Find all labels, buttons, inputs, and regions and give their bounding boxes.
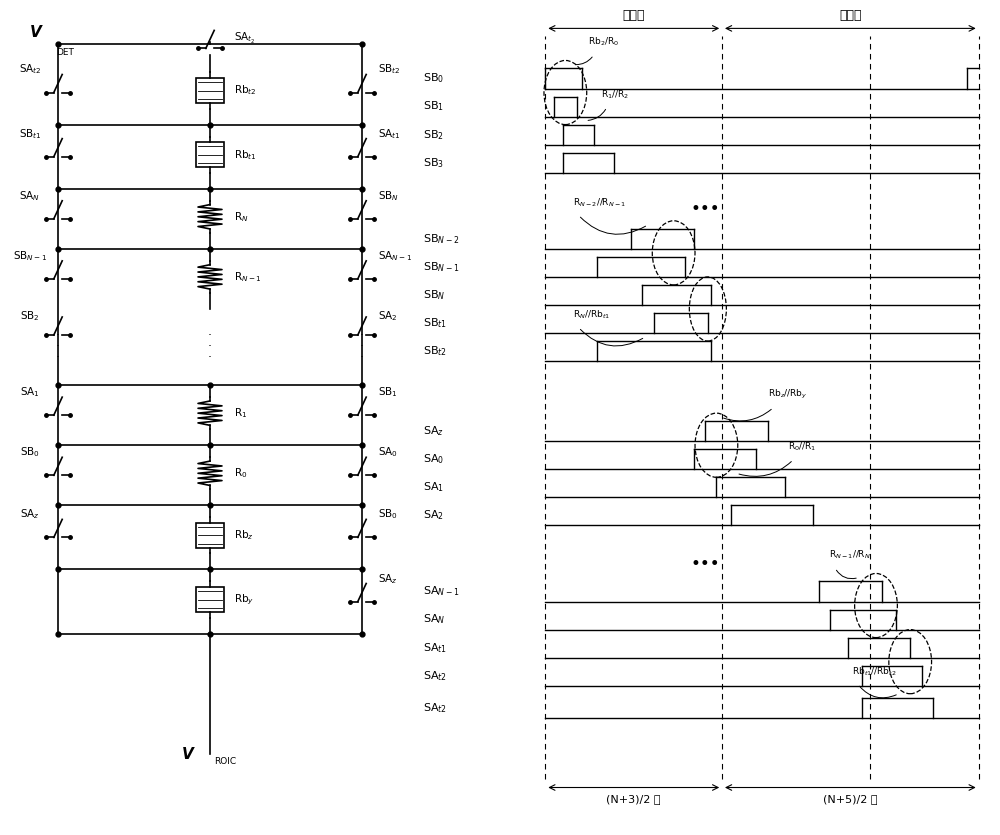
Text: SB$_2$: SB$_2$: [423, 128, 444, 141]
Text: SB$_0$: SB$_0$: [423, 72, 444, 85]
Text: ·
·
·: · · ·: [360, 330, 364, 365]
Text: SB$_3$: SB$_3$: [423, 156, 444, 170]
Text: R$_{N-2}$//R$_{N-1}$: R$_{N-2}$//R$_{N-1}$: [573, 196, 626, 209]
Bar: [196, 523, 224, 548]
Text: 前半帧: 前半帧: [622, 9, 645, 22]
Text: SA$_z$: SA$_z$: [378, 572, 398, 585]
Text: SB$_0$: SB$_0$: [20, 445, 40, 459]
Text: ·
·
·: · · ·: [208, 330, 212, 365]
Text: SA$_{t2}$: SA$_{t2}$: [423, 669, 447, 682]
Text: •••: •••: [690, 200, 720, 218]
Text: R$_0$: R$_0$: [234, 467, 247, 480]
Text: SA$_z$: SA$_z$: [423, 424, 444, 438]
Text: Rb$_{t2}$: Rb$_{t2}$: [234, 84, 257, 98]
Text: SB$_{t1}$: SB$_{t1}$: [19, 127, 41, 140]
Text: SB$_0$: SB$_0$: [378, 508, 398, 521]
Text: (N+5)/2 行: (N+5)/2 行: [823, 794, 878, 804]
Text: SB$_1$: SB$_1$: [423, 99, 444, 114]
Bar: [196, 78, 224, 104]
Text: SA$_{N-1}$: SA$_{N-1}$: [378, 249, 412, 263]
Text: ·
·
·: · · ·: [56, 330, 60, 365]
Text: SB$_{N-1}$: SB$_{N-1}$: [423, 260, 459, 274]
Text: SA$_1$: SA$_1$: [423, 480, 444, 494]
Text: Rb$_y$: Rb$_y$: [234, 592, 254, 607]
Bar: [196, 587, 224, 612]
Text: SA$_2$: SA$_2$: [423, 509, 444, 522]
Text: SB$_{N-1}$: SB$_{N-1}$: [13, 249, 47, 263]
Text: V: V: [182, 746, 194, 762]
Text: R$_0$//R$_1$: R$_0$//R$_1$: [788, 441, 816, 453]
Text: SA$_0$: SA$_0$: [378, 445, 398, 459]
Text: R$_N$//Rb$_{t1}$: R$_N$//Rb$_{t1}$: [573, 308, 610, 321]
Text: SA$_0$: SA$_0$: [423, 453, 444, 466]
Text: SA$_{N-1}$: SA$_{N-1}$: [423, 584, 459, 599]
Text: SA$_{t_2}$: SA$_{t_2}$: [234, 31, 255, 46]
Text: R$_1$: R$_1$: [234, 407, 247, 420]
Text: Rb$_z$: Rb$_z$: [234, 529, 254, 542]
Text: SB$_{t1}$: SB$_{t1}$: [423, 316, 447, 330]
Text: SA$_2$: SA$_2$: [378, 309, 398, 323]
Text: SA$_{t1}$: SA$_{t1}$: [423, 640, 447, 655]
Text: SB$_2$: SB$_2$: [20, 309, 40, 323]
Text: SA$_N$: SA$_N$: [19, 189, 41, 203]
Text: SB$_1$: SB$_1$: [378, 385, 398, 399]
Text: SB$_N$: SB$_N$: [378, 189, 399, 203]
Text: SB$_{N-2}$: SB$_{N-2}$: [423, 232, 459, 245]
Text: R$_{N-1}$: R$_{N-1}$: [234, 270, 262, 284]
Text: R$_N$: R$_N$: [234, 210, 249, 224]
Text: R$_1$//R$_2$: R$_1$//R$_2$: [601, 88, 630, 100]
Text: SA$_1$: SA$_1$: [20, 385, 40, 399]
Text: SA$_N$: SA$_N$: [423, 613, 445, 626]
Text: ROIC: ROIC: [214, 757, 236, 766]
Text: SA$_{t1}$: SA$_{t1}$: [378, 127, 401, 140]
Text: SA$_{t2}$: SA$_{t2}$: [423, 701, 447, 715]
Text: SB$_{t2}$: SB$_{t2}$: [378, 63, 400, 77]
Text: R$_{N-1}$//R$_N$: R$_{N-1}$//R$_N$: [829, 549, 871, 561]
Text: 后半帧: 后半帧: [839, 9, 862, 22]
Bar: [196, 142, 224, 167]
Text: Rb$_2$/R$_0$: Rb$_2$/R$_0$: [588, 36, 619, 48]
Text: DET: DET: [56, 48, 74, 58]
Text: Rb$_z$//Rb$_y$: Rb$_z$//Rb$_y$: [768, 388, 807, 401]
Text: SA$_{t2}$: SA$_{t2}$: [19, 63, 41, 77]
Text: V: V: [30, 25, 42, 40]
Text: Rb$_{t1}$//Rb$_{t2}$: Rb$_{t1}$//Rb$_{t2}$: [852, 665, 897, 678]
Text: SB$_{t2}$: SB$_{t2}$: [423, 344, 447, 358]
Text: SB$_N$: SB$_N$: [423, 288, 445, 301]
Text: Rb$_{t1}$: Rb$_{t1}$: [234, 148, 257, 161]
Text: •••: •••: [690, 555, 720, 573]
Text: SA$_z$: SA$_z$: [20, 508, 40, 521]
Text: (N+3)/2 行: (N+3)/2 行: [606, 794, 661, 804]
